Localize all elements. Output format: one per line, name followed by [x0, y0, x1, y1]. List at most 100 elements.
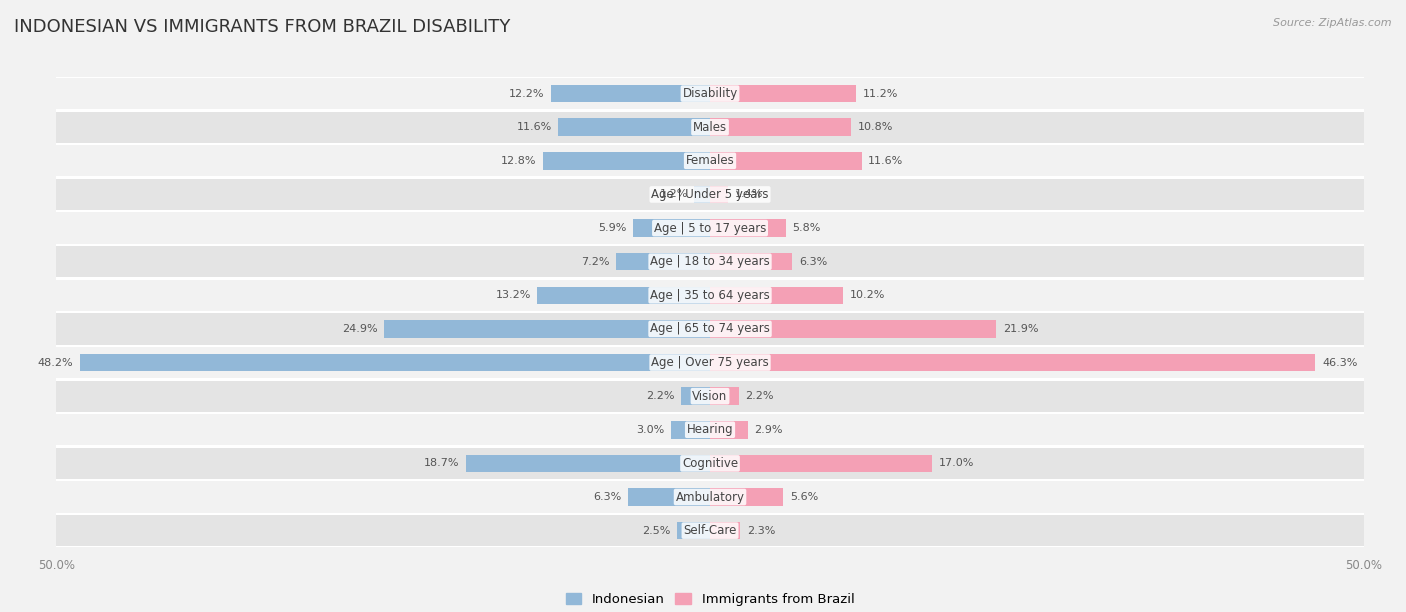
Text: 10.2%: 10.2% — [851, 290, 886, 300]
Text: 24.9%: 24.9% — [342, 324, 378, 334]
Text: Age | 35 to 64 years: Age | 35 to 64 years — [650, 289, 770, 302]
Text: 6.3%: 6.3% — [799, 256, 827, 267]
Bar — [710, 455, 932, 472]
Bar — [710, 85, 856, 102]
Bar — [56, 347, 1364, 378]
Text: 10.8%: 10.8% — [858, 122, 893, 132]
Bar — [551, 85, 710, 102]
Bar — [710, 522, 740, 539]
Bar — [56, 110, 1364, 144]
Text: 17.0%: 17.0% — [939, 458, 974, 468]
Bar — [710, 421, 748, 439]
Bar — [56, 515, 1364, 547]
Text: Age | 65 to 74 years: Age | 65 to 74 years — [650, 323, 770, 335]
Bar — [616, 253, 710, 271]
Bar — [80, 354, 710, 371]
Text: 5.8%: 5.8% — [793, 223, 821, 233]
Text: 21.9%: 21.9% — [1002, 324, 1039, 334]
Bar — [710, 488, 783, 506]
Bar — [56, 346, 1364, 379]
Text: 6.3%: 6.3% — [593, 492, 621, 502]
Bar — [56, 212, 1364, 244]
Text: 48.2%: 48.2% — [38, 357, 73, 368]
Bar — [56, 211, 1364, 245]
Bar — [56, 76, 1364, 110]
Bar — [695, 185, 710, 203]
Bar — [56, 312, 1364, 346]
Bar — [543, 152, 710, 170]
Bar — [465, 455, 710, 472]
Bar — [710, 219, 786, 237]
Bar — [56, 379, 1364, 413]
Bar — [56, 313, 1364, 345]
Text: Source: ZipAtlas.com: Source: ZipAtlas.com — [1274, 18, 1392, 28]
Text: 18.7%: 18.7% — [423, 458, 458, 468]
Bar — [710, 185, 728, 203]
Text: 11.2%: 11.2% — [863, 89, 898, 99]
Bar — [56, 413, 1364, 447]
Text: 5.9%: 5.9% — [598, 223, 626, 233]
Bar — [56, 448, 1364, 479]
Bar — [56, 482, 1364, 513]
Bar — [558, 119, 710, 136]
Text: 2.9%: 2.9% — [755, 425, 783, 435]
Text: 2.5%: 2.5% — [643, 526, 671, 536]
Bar — [710, 354, 1316, 371]
Bar — [56, 111, 1364, 143]
Bar — [56, 381, 1364, 412]
Text: 11.6%: 11.6% — [869, 156, 904, 166]
Text: 11.6%: 11.6% — [516, 122, 551, 132]
Bar — [56, 414, 1364, 446]
Bar — [671, 421, 710, 439]
Bar — [710, 320, 997, 338]
Bar — [56, 245, 1364, 278]
Text: 1.4%: 1.4% — [735, 190, 763, 200]
Bar — [56, 280, 1364, 311]
Text: 2.3%: 2.3% — [747, 526, 775, 536]
Text: 13.2%: 13.2% — [495, 290, 531, 300]
Text: 2.2%: 2.2% — [745, 391, 773, 401]
Text: Males: Males — [693, 121, 727, 134]
Text: 1.2%: 1.2% — [659, 190, 688, 200]
Bar — [633, 219, 710, 237]
Text: Hearing: Hearing — [686, 424, 734, 436]
Bar — [56, 144, 1364, 177]
Bar — [710, 119, 851, 136]
Bar — [678, 522, 710, 539]
Bar — [56, 278, 1364, 312]
Bar — [56, 246, 1364, 277]
Bar — [56, 179, 1364, 210]
Text: Ambulatory: Ambulatory — [675, 490, 745, 504]
Bar — [56, 145, 1364, 176]
Bar — [56, 177, 1364, 211]
Bar — [682, 387, 710, 405]
Bar — [56, 78, 1364, 109]
Text: 2.2%: 2.2% — [647, 391, 675, 401]
Text: 12.8%: 12.8% — [501, 156, 536, 166]
Text: 5.6%: 5.6% — [790, 492, 818, 502]
Text: Disability: Disability — [682, 87, 738, 100]
Bar — [627, 488, 710, 506]
Text: 3.0%: 3.0% — [636, 425, 664, 435]
Bar — [537, 286, 710, 304]
Bar — [56, 447, 1364, 480]
Text: Age | Over 75 years: Age | Over 75 years — [651, 356, 769, 369]
Text: Females: Females — [686, 154, 734, 167]
Text: Age | 5 to 17 years: Age | 5 to 17 years — [654, 222, 766, 234]
Text: Cognitive: Cognitive — [682, 457, 738, 470]
Legend: Indonesian, Immigrants from Brazil: Indonesian, Immigrants from Brazil — [560, 588, 860, 611]
Text: INDONESIAN VS IMMIGRANTS FROM BRAZIL DISABILITY: INDONESIAN VS IMMIGRANTS FROM BRAZIL DIS… — [14, 18, 510, 36]
Bar — [710, 286, 844, 304]
Bar — [56, 480, 1364, 514]
Bar — [710, 253, 793, 271]
Text: Self-Care: Self-Care — [683, 524, 737, 537]
Bar — [384, 320, 710, 338]
Bar — [56, 514, 1364, 548]
Text: 7.2%: 7.2% — [581, 256, 609, 267]
Bar — [710, 152, 862, 170]
Text: 12.2%: 12.2% — [509, 89, 544, 99]
Text: Vision: Vision — [692, 390, 728, 403]
Text: Age | 18 to 34 years: Age | 18 to 34 years — [650, 255, 770, 268]
Text: Age | Under 5 years: Age | Under 5 years — [651, 188, 769, 201]
Bar — [710, 387, 738, 405]
